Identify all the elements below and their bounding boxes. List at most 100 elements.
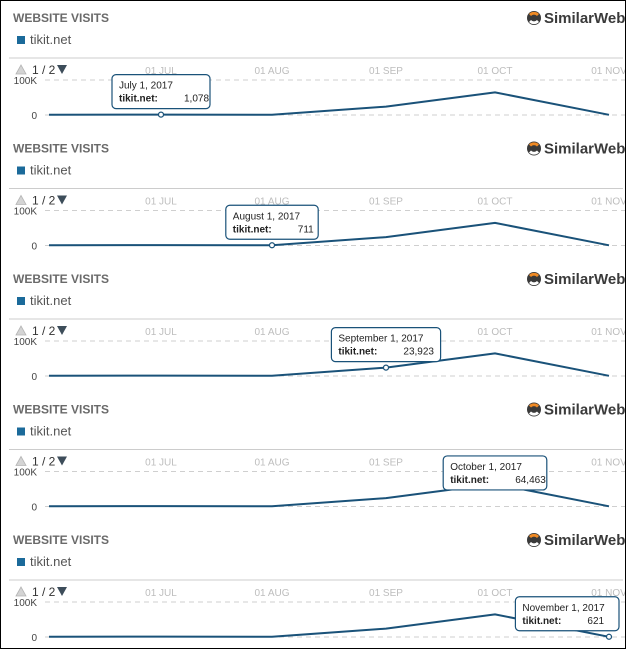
x-tick-label: 01 JUL <box>145 458 177 469</box>
tooltip-series: tikit.net: <box>233 224 272 235</box>
tooltip-box <box>111 74 211 110</box>
tooltip-value: 64,463 <box>515 475 546 486</box>
legend-marker[interactable] <box>17 558 25 566</box>
tooltip: July 1, 2017 tikit.net: 1,078 <box>111 74 211 110</box>
x-tick-label: 01 SEP <box>369 458 403 469</box>
pager-label: 1 / 2 <box>32 455 56 469</box>
x-tick-label: 01 JUL <box>145 327 177 338</box>
brand-name: SimilarWeb <box>544 271 625 288</box>
x-tick-label: 01 NOV <box>591 588 625 599</box>
x-tick-label: 01 JUL <box>145 197 177 208</box>
similarweb-logo-icon <box>527 11 541 25</box>
triangle-up-icon[interactable] <box>15 455 27 466</box>
series-line <box>48 352 610 377</box>
y-tick-label: 0 <box>31 633 37 644</box>
y-tick-label: 0 <box>31 111 37 122</box>
chart-title: WEBSITE VISITS <box>13 272 109 286</box>
series-line <box>48 91 610 116</box>
tooltip-date: November 1, 2017 <box>522 603 605 614</box>
x-tick-label: 01 SEP <box>369 66 403 77</box>
logo-arc-top <box>529 272 539 277</box>
tooltip: October 1, 2017 tikit.net: 64,463 <box>442 455 548 491</box>
x-tick-label: 01 AUG <box>254 327 289 338</box>
logo-arc-bottom <box>529 150 539 155</box>
x-tick-label: 01 AUG <box>254 66 289 77</box>
logo-arc-bottom <box>529 20 539 25</box>
tooltip-date: October 1, 2017 <box>450 462 522 473</box>
tooltip-box <box>225 204 319 240</box>
tooltip-box <box>514 596 620 632</box>
y-tick-label: 0 <box>31 242 37 253</box>
triangle-up-icon[interactable] <box>15 194 27 205</box>
legend-marker[interactable] <box>17 427 25 436</box>
logo-arc-top <box>529 403 539 408</box>
triangle-down-icon[interactable] <box>57 65 67 74</box>
x-tick-label: 01 AUG <box>254 458 289 469</box>
y-tick-label: 0 <box>31 372 37 383</box>
triangle-down-icon[interactable] <box>57 587 67 596</box>
logo-arc-bottom <box>529 281 539 286</box>
triangle-down-icon[interactable] <box>57 326 67 335</box>
pager-label: 1 / 2 <box>32 585 56 599</box>
triangle-up-icon[interactable] <box>15 325 27 336</box>
legend-label: tikit.net <box>30 32 72 47</box>
logo-arc-bottom <box>529 411 539 416</box>
chart-title: WEBSITE VISITS <box>13 11 109 25</box>
similarweb-logo-icon <box>527 533 541 547</box>
tooltip-date: September 1, 2017 <box>338 334 423 345</box>
x-tick-label: 01 AUG <box>254 197 289 208</box>
data-point[interactable] <box>157 111 165 118</box>
tooltip-box <box>442 455 548 491</box>
y-tick-label: 100K <box>14 76 38 87</box>
data-point[interactable] <box>382 364 390 371</box>
y-tick-label: 0 <box>31 503 37 514</box>
tooltip: September 1, 2017 tikit.net: 23,923 <box>330 327 442 363</box>
legend-marker[interactable] <box>17 166 25 175</box>
x-tick-label: 01 NOV <box>591 66 625 77</box>
x-tick-label: 01 JUL <box>145 66 177 77</box>
similarweb-logo-icon <box>527 272 541 286</box>
triangle-up-icon[interactable] <box>15 64 27 75</box>
tooltip-box <box>330 327 442 363</box>
chart-title: WEBSITE VISITS <box>13 142 109 156</box>
data-point[interactable] <box>605 633 613 640</box>
tooltip-date: July 1, 2017 <box>119 81 173 92</box>
triangle-down-icon[interactable] <box>57 456 67 466</box>
tooltip-date: August 1, 2017 <box>233 211 301 222</box>
tooltip: August 1, 2017 tikit.net: 711 <box>225 204 319 240</box>
brand-name: SimilarWeb <box>544 402 625 419</box>
legend-marker[interactable] <box>17 297 25 305</box>
x-tick-label: 01 SEP <box>369 588 403 599</box>
x-tick-label: 01 OCT <box>477 66 512 77</box>
triangle-down-icon[interactable] <box>57 195 67 205</box>
data-point[interactable] <box>268 242 276 249</box>
x-tick-label: 01 OCT <box>477 327 512 338</box>
series-line <box>48 613 610 638</box>
tooltip-series: tikit.net: <box>450 475 489 486</box>
x-tick-label: 01 OCT <box>477 588 512 599</box>
legend-marker[interactable] <box>17 36 25 44</box>
legend-label: tikit.net <box>30 163 72 178</box>
x-tick-label: 01 AUG <box>254 588 289 599</box>
tooltip-value: 621 <box>587 616 604 627</box>
logo-arc-top <box>529 533 539 538</box>
triangle-up-icon[interactable] <box>15 586 27 597</box>
x-tick-label: 01 NOV <box>591 197 625 208</box>
tooltip-value: 23,923 <box>403 347 434 358</box>
tooltip-series: tikit.net: <box>119 94 158 105</box>
logo-arc-bottom <box>529 542 539 547</box>
tooltip-series: tikit.net: <box>338 347 377 358</box>
x-tick-label: 01 NOV <box>591 458 625 469</box>
chart-title: WEBSITE VISITS <box>13 403 109 417</box>
y-tick-label: 100K <box>14 598 38 609</box>
tooltip-value: 711 <box>298 224 314 235</box>
y-tick-label: 100K <box>14 207 38 218</box>
logo-arc-top <box>529 142 539 147</box>
legend-label: tikit.net <box>30 293 72 308</box>
x-tick-label: 01 JUL <box>145 588 177 599</box>
